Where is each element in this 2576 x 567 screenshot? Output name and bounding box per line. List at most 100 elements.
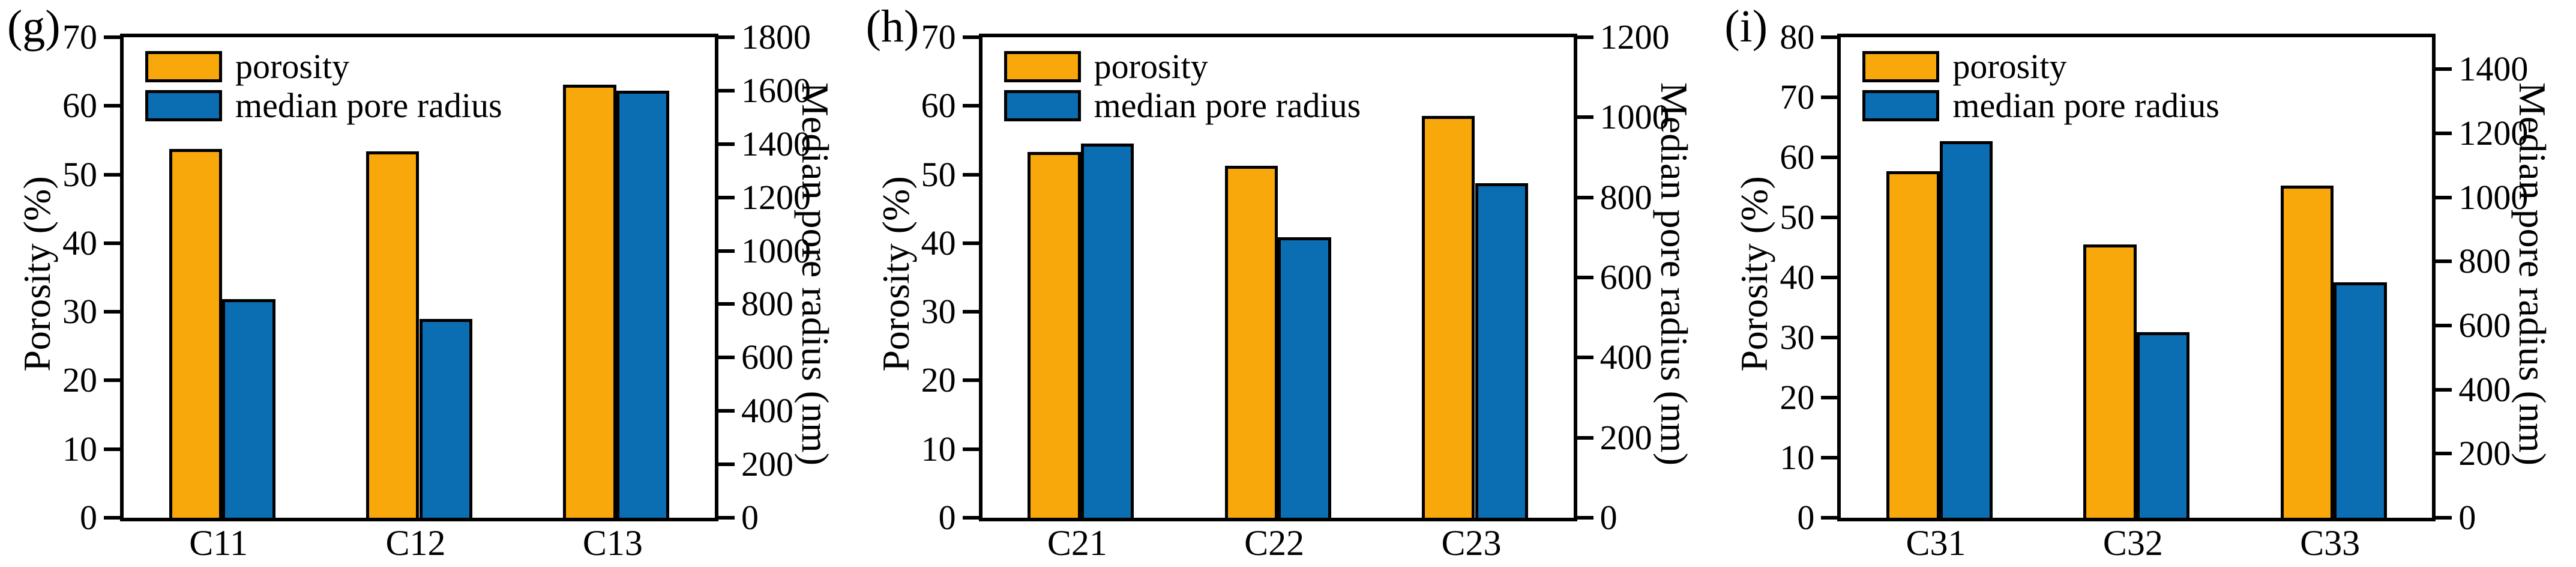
legend-label-median-pore-radius: median pore radius bbox=[1952, 86, 2219, 125]
porosity-bar bbox=[2280, 186, 2334, 518]
left-tick-mark bbox=[104, 378, 120, 383]
legend-label-porosity: porosity bbox=[235, 47, 350, 86]
porosity-bar bbox=[563, 84, 616, 518]
right-tick-mark bbox=[718, 88, 735, 92]
legend-item-porosity: porosity bbox=[145, 49, 502, 84]
left-tick-label: 0 bbox=[80, 498, 97, 537]
bars-layer bbox=[983, 37, 1574, 518]
right-tick-label: 400 bbox=[741, 391, 793, 431]
left-tick-mark bbox=[104, 447, 120, 451]
left-tick-mark bbox=[104, 172, 120, 177]
left-tick-mark bbox=[1821, 216, 1838, 219]
left-tick-label: 40 bbox=[62, 223, 97, 262]
left-tick-label: 40 bbox=[921, 223, 956, 262]
right-tick-label: 1000 bbox=[2458, 177, 2529, 217]
left-tick-label: 40 bbox=[1780, 258, 1815, 297]
right-tick-mark bbox=[718, 35, 735, 39]
median-pore-radius-bar bbox=[2136, 332, 2190, 518]
left-tick-label: 20 bbox=[1780, 378, 1815, 417]
x-tick-label: C11 bbox=[189, 523, 248, 563]
right-tick-label: 200 bbox=[741, 444, 793, 484]
left-tick-label: 10 bbox=[921, 429, 956, 468]
legend-label-porosity: porosity bbox=[1094, 47, 1208, 86]
median-pore-radius-bar bbox=[419, 318, 473, 518]
right-tick-label: 1200 bbox=[741, 177, 811, 217]
porosity-swatch bbox=[1004, 51, 1081, 82]
x-tick-label: C13 bbox=[582, 523, 643, 563]
right-tick-label: 1200 bbox=[2458, 114, 2529, 153]
legend-item-porosity: porosity bbox=[1004, 49, 1361, 84]
porosity-bar bbox=[1224, 165, 1278, 518]
right-tick-mark bbox=[718, 195, 735, 199]
legend: porosity median pore radius bbox=[1862, 49, 2219, 127]
median-pore-radius-bar bbox=[2334, 282, 2387, 518]
left-tick-mark bbox=[962, 172, 979, 177]
left-tick-mark bbox=[104, 516, 120, 520]
left-tick-label: 70 bbox=[921, 17, 956, 56]
right-tick-label: 800 bbox=[1599, 177, 1652, 217]
right-tick-label: 0 bbox=[2458, 498, 2476, 537]
left-tick-label: 20 bbox=[921, 360, 956, 400]
median-pore-radius-swatch bbox=[1004, 90, 1081, 121]
left-tick-label: 70 bbox=[62, 17, 97, 56]
legend-item-porosity: porosity bbox=[1862, 49, 2219, 84]
right-tick-label: 1000 bbox=[1599, 97, 1670, 137]
chart-panel-h: (h) Porosity (%) Median pore radius (nm)… bbox=[859, 0, 1718, 564]
left-tick-mark bbox=[104, 104, 120, 108]
median-pore-radius-swatch bbox=[1862, 90, 1940, 121]
legend: porosity median pore radius bbox=[145, 49, 502, 127]
right-tick-mark bbox=[2436, 387, 2452, 392]
right-tick-label: 200 bbox=[2458, 434, 2511, 473]
right-tick-label: 800 bbox=[741, 284, 793, 324]
left-tick-label: 70 bbox=[1780, 77, 1815, 117]
right-tick-mark bbox=[1577, 276, 1593, 279]
right-tick-mark bbox=[1577, 195, 1593, 199]
legend-item-median-pore-radius: median pore radius bbox=[1862, 88, 2219, 123]
left-tick-mark bbox=[1821, 35, 1838, 39]
x-tick-label: C32 bbox=[2102, 523, 2163, 563]
right-tick-label: 200 bbox=[1599, 417, 1652, 457]
right-tick-mark bbox=[718, 249, 735, 253]
right-tick-label: 1200 bbox=[1599, 17, 1670, 56]
x-tick-label: C12 bbox=[385, 523, 446, 563]
right-tick-mark bbox=[2436, 516, 2452, 520]
legend-item-median-pore-radius: median pore radius bbox=[1004, 88, 1361, 123]
porosity-bar bbox=[1886, 171, 1940, 518]
legend-item-median-pore-radius: median pore radius bbox=[145, 88, 502, 123]
median-pore-radius-swatch bbox=[145, 90, 222, 121]
left-tick-mark bbox=[104, 310, 120, 314]
left-tick-label: 30 bbox=[921, 292, 956, 332]
left-tick-label: 60 bbox=[62, 86, 97, 126]
x-tick-label: C23 bbox=[1441, 523, 1502, 563]
bars-layer bbox=[124, 37, 715, 518]
right-tick-mark bbox=[718, 462, 735, 467]
left-tick-label: 10 bbox=[62, 429, 97, 468]
porosity-swatch bbox=[145, 51, 222, 82]
x-axis-labels: C11 C12 C13 bbox=[120, 525, 711, 567]
median-pore-radius-bar bbox=[1475, 183, 1529, 518]
right-tick-mark bbox=[718, 516, 735, 520]
right-tick-mark bbox=[2436, 67, 2452, 71]
right-tick-mark bbox=[718, 409, 735, 413]
left-tick-label: 50 bbox=[921, 154, 956, 194]
chart-panel-i: (i) Porosity (%) Median pore radius (nm)… bbox=[1717, 0, 2576, 564]
left-tick-mark bbox=[1821, 96, 1838, 99]
left-tick-mark bbox=[962, 310, 979, 314]
left-tick-mark bbox=[1821, 396, 1838, 399]
plot-area: 0 10 20 30 40 50 60 70 80 0 200 400 600 800 1000 1200 1… bbox=[1780, 19, 2528, 536]
left-tick-mark bbox=[104, 241, 120, 245]
legend-label-median-pore-radius: median pore radius bbox=[235, 86, 502, 125]
left-tick-mark bbox=[962, 447, 979, 451]
porosity-bar bbox=[366, 151, 420, 518]
left-tick-mark bbox=[1821, 516, 1838, 520]
right-tick-mark bbox=[1577, 356, 1593, 360]
x-tick-label: C22 bbox=[1244, 523, 1305, 563]
right-tick-mark bbox=[718, 302, 735, 306]
left-tick-label: 50 bbox=[1780, 198, 1815, 237]
right-tick-mark bbox=[1577, 115, 1593, 120]
left-tick-mark bbox=[962, 35, 979, 39]
porosity-bar bbox=[2083, 244, 2137, 518]
x-tick-label: C21 bbox=[1047, 523, 1107, 563]
left-tick-label: 0 bbox=[1797, 498, 1815, 537]
